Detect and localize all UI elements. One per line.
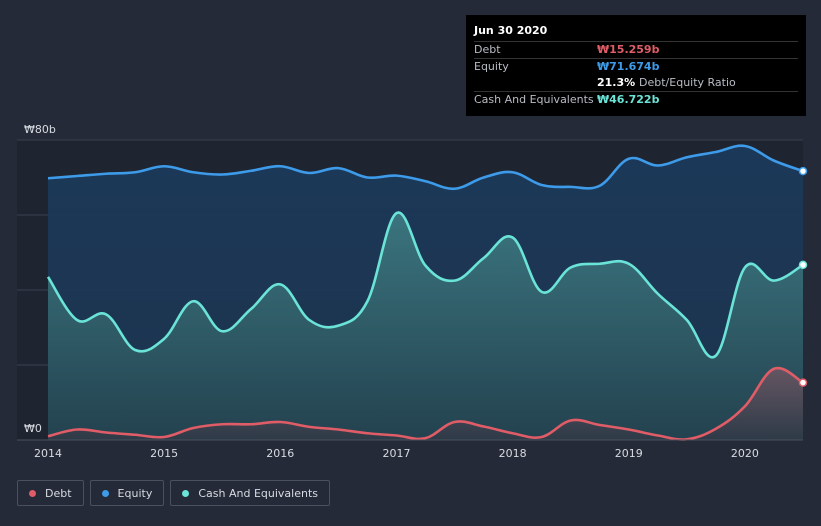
legend-dot-icon <box>29 489 36 497</box>
series-lines <box>46 144 804 441</box>
debt-line <box>47 366 804 441</box>
tooltip-panel: Jun 30 2020 Debt ₩15.259b Equity ₩71.674… <box>466 15 806 116</box>
ratio-label: Debt/Equity Ratio <box>639 76 736 89</box>
series-areas <box>48 145 803 440</box>
x-tick-label: 2016 <box>266 447 294 460</box>
tooltip-row-cash: Cash And Equivalents ₩46.722b <box>474 91 798 108</box>
cash-and-equivalents-line <box>46 211 804 359</box>
cash-and-equivalents-area <box>48 212 803 440</box>
debt-area <box>48 368 803 440</box>
series-end-markers <box>798 166 808 387</box>
cash-and-equivalents-end-marker <box>798 260 808 270</box>
legend-dot-icon <box>101 489 109 497</box>
x-tick-label: 2020 <box>731 447 759 460</box>
tooltip-value-ratio: 21.3% Debt/Equity Ratio <box>597 75 736 91</box>
x-tick-label: 2018 <box>499 447 527 460</box>
legend-item-cash[interactable]: Cash And Equivalents <box>170 480 330 506</box>
tooltip-label <box>474 75 597 91</box>
y-tick-label-bottom: ₩0 <box>24 422 42 435</box>
legend-item-equity[interactable]: Equity <box>89 480 165 506</box>
equity-line <box>47 144 804 191</box>
tooltip-row-ratio: 21.3% Debt/Equity Ratio <box>474 75 798 91</box>
legend-label: Cash And Equivalents <box>198 486 318 500</box>
x-tick-label: 2017 <box>382 447 410 460</box>
y-tick-label-top: ₩80b <box>24 123 56 136</box>
x-tick-label: 2019 <box>615 447 643 460</box>
tooltip-date: Jun 30 2020 <box>474 24 548 37</box>
legend-label: Equity <box>117 486 153 500</box>
debt-end-marker <box>798 378 808 387</box>
x-tick-label: 2014 <box>34 447 62 460</box>
equity-end-marker <box>798 166 808 176</box>
tooltip-label: Equity <box>474 60 509 73</box>
tooltip-row-equity: Equity ₩71.674b <box>474 58 798 75</box>
tooltip-value-equity: ₩71.674b <box>597 60 660 73</box>
tooltip-value-cash: ₩46.722b <box>597 93 660 106</box>
x-tick-labels: 2014 2015 2016 2017 2018 2019 2020 <box>34 447 759 460</box>
legend-label: Debt <box>45 486 72 500</box>
legend: Debt Equity Cash And Equivalents <box>17 480 330 506</box>
tooltip-label: Cash And Equivalents <box>474 93 594 106</box>
legend-item-debt[interactable]: Debt <box>17 480 84 506</box>
tooltip-value-debt: ₩15.259b <box>597 43 660 56</box>
x-tick-label: 2015 <box>150 447 178 460</box>
ratio-value: 21.3% <box>597 76 636 89</box>
legend-dot-icon <box>182 489 190 497</box>
tooltip-row-debt: Debt ₩15.259b <box>474 41 798 58</box>
tooltip-label: Debt <box>474 43 501 56</box>
